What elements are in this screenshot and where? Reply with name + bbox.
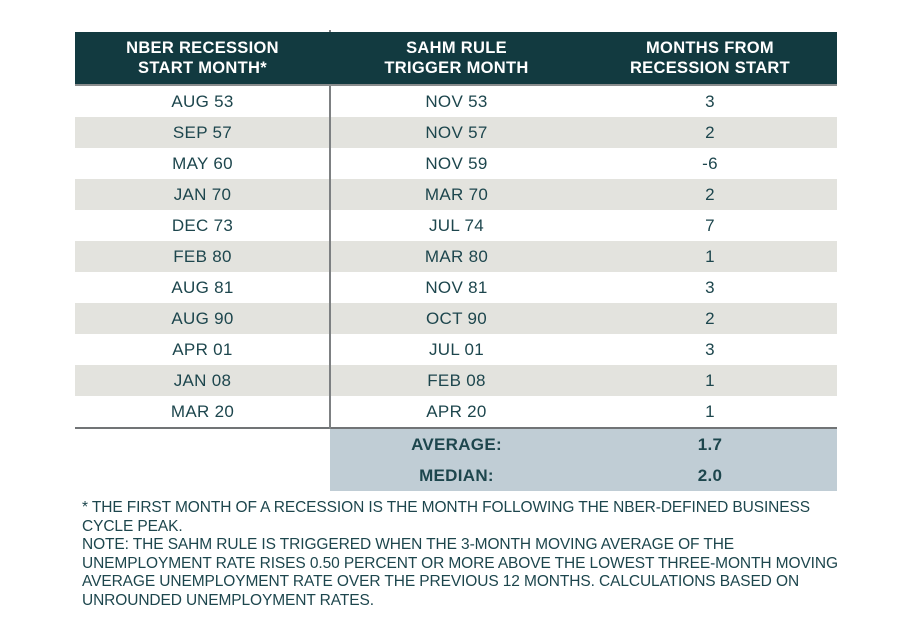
summary-row-average: AVERAGE: 1.7 [330,429,837,460]
table-row: SEP 57 NOV 57 2 [75,117,837,148]
table-row: FEB 80 MAR 80 1 [75,241,837,272]
cell-sahm-trigger: NOV 53 [425,92,488,111]
table-row: JAN 08 FEB 08 1 [75,365,837,396]
cell-recession-start: JAN 08 [173,371,232,390]
cell-sahm-trigger: JUL 01 [428,340,485,359]
footnote: * THE FIRST MONTH OF A RECESSION IS THE … [82,499,838,611]
cell-sahm-trigger: APR 20 [426,402,487,421]
cell-sahm-trigger: JUL 74 [428,216,485,235]
table-row: AUG 90 OCT 90 2 [75,303,837,334]
footnote-line: * THE FIRST MONTH OF A RECESSION IS THE … [82,499,810,516]
cell-recession-start: AUG 53 [171,92,234,111]
average-value: 1.7 [697,435,723,454]
table-row: MAY 60 NOV 59 -6 [75,148,837,179]
cell-months: 1 [705,402,715,421]
cell-months: 1 [705,371,715,390]
median-label: MEDIAN: [419,466,494,485]
footnote-line: AVERAGE UNEMPLOYMENT RATE OVER THE PREVI… [82,573,800,591]
cell-recession-start: MAR 20 [170,402,235,421]
cell-sahm-trigger: NOV 81 [425,278,488,297]
cell-recession-start: AUG 81 [171,278,234,297]
cell-recession-start: APR 01 [172,340,233,359]
cell-recession-start: JAN 70 [173,185,232,204]
cell-recession-start: SEP 57 [172,123,233,142]
column-header-nber-start: NBER RECESSION START MONTH* [126,39,279,77]
cell-months: 7 [705,216,715,235]
cell-months: -6 [702,154,718,173]
cell-sahm-trigger: NOV 57 [425,123,488,142]
cell-recession-start: MAY 60 [172,154,233,173]
cell-sahm-trigger: MAR 80 [424,247,489,266]
cell-months: 2 [705,309,715,328]
footnote-line: UNROUNDED UNEMPLOYMENT RATES. [82,591,374,609]
footnote-line: NOTE: THE SAHM RULE IS TRIGGERED WHEN TH… [82,536,735,554]
footnote-line: CYCLE PEAK. [82,517,183,535]
average-label: AVERAGE: [411,435,502,454]
column-header-sahm-trigger: SAHM RULE TRIGGER MONTH [384,39,529,77]
cell-sahm-trigger: MAR 70 [424,185,489,204]
table-row: APR 01 JUL 01 3 [75,334,837,365]
cell-months: 3 [705,278,715,297]
cell-sahm-trigger: OCT 90 [425,309,487,328]
table-row: MAR 20 APR 20 1 [75,396,837,427]
cell-sahm-trigger: NOV 59 [425,154,488,173]
table-body: AUG 53 NOV 53 3 SEP 57 NOV 57 2 MAY 60 N… [75,86,837,427]
table-row: AUG 81 NOV 81 3 [75,272,837,303]
footnote-line: UNEMPLOYMENT RATE RISES 0.50 PERCENT OR … [82,554,838,572]
cell-recession-start: AUG 90 [171,309,234,328]
cell-months: 3 [705,340,715,359]
column-divider-line [329,30,331,429]
summary-box: AVERAGE: 1.7 MEDIAN: 2.0 [330,429,837,491]
table-row: JAN 70 MAR 70 2 [75,179,837,210]
summary-top-rule [75,427,837,429]
table-row: DEC 73 JUL 74 7 [75,210,837,241]
cell-months: 1 [705,247,715,266]
table-row: AUG 53 NOV 53 3 [75,86,837,117]
cell-months: 2 [705,185,715,204]
column-header-months-from-start: MONTHS FROM RECESSION START [629,39,791,77]
cell-months: 3 [705,92,715,111]
cell-recession-start: DEC 73 [171,216,234,235]
table-header-row: NBER RECESSION START MONTH* SAHM RULE TR… [75,32,837,86]
cell-recession-start: FEB 80 [173,247,232,266]
median-value: 2.0 [697,466,723,485]
cell-sahm-trigger: FEB 08 [427,371,486,390]
summary-row-median: MEDIAN: 2.0 [330,460,837,491]
cell-months: 2 [705,123,715,142]
recession-table: NBER RECESSION START MONTH* SAHM RULE TR… [75,30,837,491]
